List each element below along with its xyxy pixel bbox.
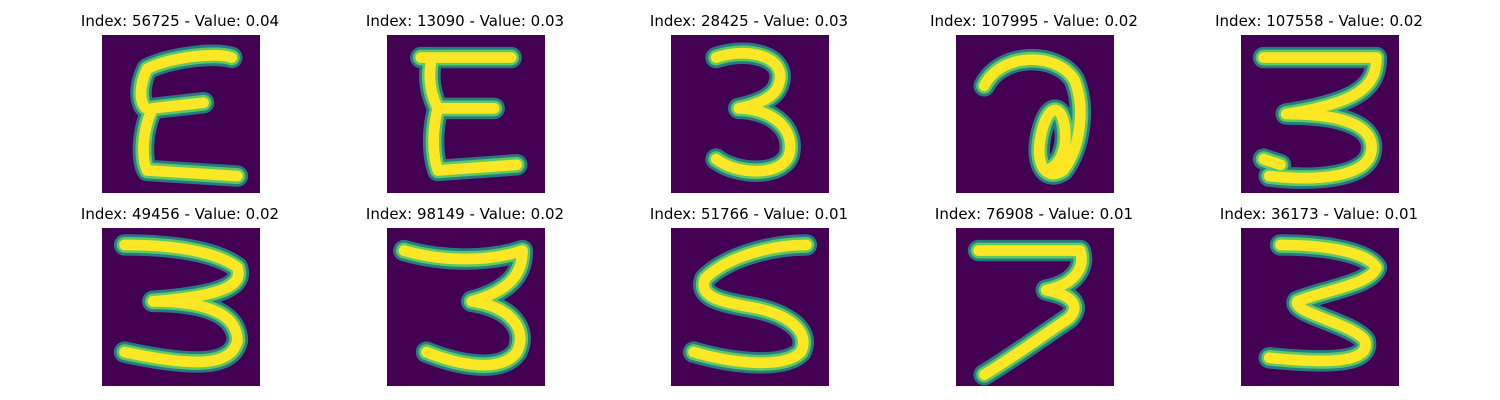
panel-3: Index: 28425 - Value: 0.03 <box>629 10 869 195</box>
panel-2: Index: 13090 - Value: 0.03 <box>345 10 585 195</box>
panel-title: Index: 107558 - Value: 0.02 <box>1215 12 1423 30</box>
panel-title: Index: 49456 - Value: 0.02 <box>80 205 280 223</box>
digit-image <box>956 228 1114 386</box>
panel-5: Index: 107558 - Value: 0.02 <box>1199 10 1439 195</box>
panel-title: Index: 76908 - Value: 0.01 <box>934 205 1134 223</box>
digit-image <box>956 35 1114 193</box>
digit-image <box>671 35 829 193</box>
digit-image <box>102 228 260 386</box>
panel-1: Index: 56725 - Value: 0.04 <box>60 10 300 195</box>
panel-4: Index: 107995 - Value: 0.02 <box>914 10 1154 195</box>
digit-image <box>1241 35 1399 193</box>
panel-title: Index: 98149 - Value: 0.02 <box>365 205 565 223</box>
panel-title: Index: 36173 - Value: 0.01 <box>1219 205 1419 223</box>
digit-image <box>387 228 545 386</box>
panel-8: Index: 51766 - Value: 0.01 <box>629 203 869 388</box>
panel-title: Index: 28425 - Value: 0.03 <box>649 12 849 30</box>
panel-title: Index: 51766 - Value: 0.01 <box>649 205 849 223</box>
digit-image <box>102 35 260 193</box>
panel-9: Index: 76908 - Value: 0.01 <box>914 203 1154 388</box>
digit-image <box>387 35 545 193</box>
digit-image <box>671 228 829 386</box>
panel-title: Index: 56725 - Value: 0.04 <box>80 12 280 30</box>
panel-10: Index: 36173 - Value: 0.01 <box>1199 203 1439 388</box>
digit-image <box>1241 228 1399 386</box>
panel-title: Index: 107995 - Value: 0.02 <box>930 12 1138 30</box>
panel-6: Index: 49456 - Value: 0.02 <box>60 203 300 388</box>
panel-title: Index: 13090 - Value: 0.03 <box>365 12 565 30</box>
panel-7: Index: 98149 - Value: 0.02 <box>345 203 585 388</box>
